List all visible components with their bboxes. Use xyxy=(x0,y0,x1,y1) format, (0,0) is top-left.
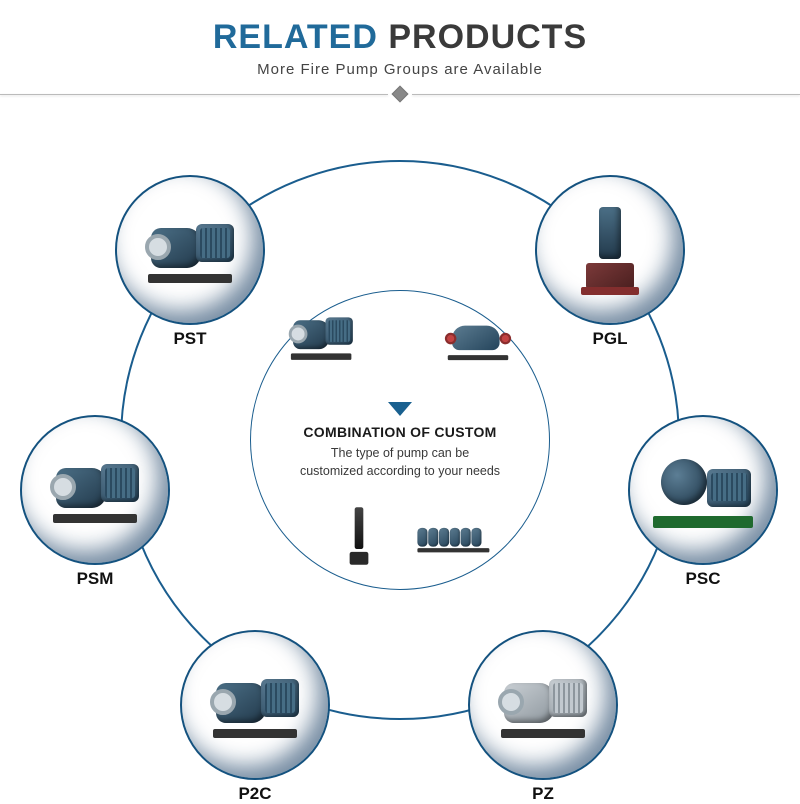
center-panel: COMBINATION OF CUSTOM The type of pump c… xyxy=(250,290,550,590)
product-label-pst: PST xyxy=(115,329,265,349)
title-accent: RELATED xyxy=(213,18,378,56)
product-node-psc[interactable] xyxy=(628,415,778,565)
product-node-pst[interactable] xyxy=(115,175,265,325)
divider-line-left xyxy=(0,94,388,95)
center-product-horizontal-multistage xyxy=(417,524,496,553)
divider-diamond-icon xyxy=(392,86,409,103)
product-node-pz[interactable] xyxy=(468,630,618,780)
header: RELATED PRODUCTS More Fire Pump Groups a… xyxy=(0,0,800,100)
divider xyxy=(0,88,800,100)
products-diagram: COMBINATION OF CUSTOM The type of pump c… xyxy=(0,120,800,800)
product-node-psm[interactable] xyxy=(20,415,170,565)
chevron-down-icon xyxy=(388,402,412,416)
product-label-psc: PSC xyxy=(628,569,778,589)
product-node-p2c[interactable] xyxy=(180,630,330,780)
page-subtitle: More Fire Pump Groups are Available xyxy=(0,61,800,78)
title-rest: PRODUCTS xyxy=(378,18,587,56)
center-product-end-suction xyxy=(287,313,355,360)
product-node-pgl[interactable] xyxy=(535,175,685,325)
product-label-pgl: PGL xyxy=(535,329,685,349)
page-title: RELATED PRODUCTS xyxy=(0,18,800,57)
center-title: COMBINATION OF CUSTOM xyxy=(250,424,550,440)
divider-line-right xyxy=(412,94,800,95)
center-product-vertical-multistage xyxy=(350,507,369,565)
product-label-psm: PSM xyxy=(20,569,170,589)
product-label-pz: PZ xyxy=(468,784,618,804)
product-label-p2c: P2C xyxy=(180,784,330,804)
center-product-split-case xyxy=(442,320,514,360)
center-subtitle: The type of pump can be customized accor… xyxy=(250,444,550,480)
